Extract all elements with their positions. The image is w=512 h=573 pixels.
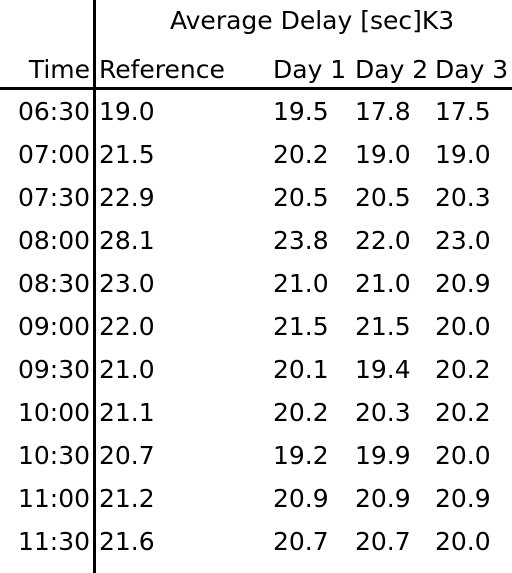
value-cell: 20.2 xyxy=(273,140,329,169)
value-cell: 20.2 xyxy=(273,398,329,427)
value-cell: 19.4 xyxy=(355,355,411,384)
column-header-time: Time xyxy=(28,55,90,84)
value-cell: 19.9 xyxy=(355,441,411,470)
time-cell: 09:00 xyxy=(17,312,90,341)
value-cell: 20.9 xyxy=(355,484,411,513)
value-cell: 20.0 xyxy=(435,527,491,556)
value-cell: 20.7 xyxy=(273,527,329,556)
value-cell: 21.6 xyxy=(99,527,155,556)
value-cell: 20.9 xyxy=(273,484,329,513)
value-cell: 21.0 xyxy=(273,269,329,298)
column-header-day-1: Day 1 xyxy=(273,55,347,84)
time-cell: 10:30 xyxy=(17,441,90,470)
value-cell: 17.8 xyxy=(355,97,411,126)
value-cell: 17.5 xyxy=(435,97,491,126)
value-cell: 21.5 xyxy=(99,140,155,169)
value-cell: 20.5 xyxy=(355,183,411,212)
value-cell: 21.0 xyxy=(355,269,411,298)
value-cell: 22.0 xyxy=(355,226,411,255)
column-header-reference: Reference xyxy=(99,55,225,84)
value-cell: 20.2 xyxy=(435,398,491,427)
value-cell: 20.9 xyxy=(435,269,491,298)
value-cell: 23.0 xyxy=(435,226,491,255)
column-header-day-2: Day 2 xyxy=(355,55,429,84)
time-cell: 08:00 xyxy=(17,226,90,255)
value-cell: 22.9 xyxy=(99,183,155,212)
value-cell: 20.1 xyxy=(273,355,329,384)
value-cell: 19.2 xyxy=(273,441,329,470)
value-cell: 20.0 xyxy=(435,441,491,470)
value-cell: 21.0 xyxy=(99,355,155,384)
value-cell: 19.0 xyxy=(99,97,155,126)
time-cell: 08:30 xyxy=(17,269,90,298)
value-cell: 20.3 xyxy=(435,183,491,212)
time-column-divider xyxy=(93,0,96,573)
group-title: Average Delay [sec]K3 xyxy=(170,6,455,35)
value-cell: 19.5 xyxy=(273,97,329,126)
column-header-day-3: Day 3 xyxy=(435,55,509,84)
value-cell: 20.0 xyxy=(435,312,491,341)
time-cell: 07:00 xyxy=(17,140,90,169)
value-cell: 20.3 xyxy=(355,398,411,427)
value-cell: 22.0 xyxy=(99,312,155,341)
value-cell: 20.9 xyxy=(435,484,491,513)
value-cell: 21.5 xyxy=(273,312,329,341)
header-divider xyxy=(0,87,512,90)
value-cell: 21.2 xyxy=(99,484,155,513)
value-cell: 20.7 xyxy=(99,441,155,470)
value-cell: 23.8 xyxy=(273,226,329,255)
value-cell: 21.5 xyxy=(355,312,411,341)
time-cell: 06:30 xyxy=(17,97,90,126)
value-cell: 20.7 xyxy=(355,527,411,556)
value-cell: 20.2 xyxy=(435,355,491,384)
value-cell: 19.0 xyxy=(355,140,411,169)
value-cell: 19.0 xyxy=(435,140,491,169)
time-cell: 07:30 xyxy=(17,183,90,212)
value-cell: 20.5 xyxy=(273,183,329,212)
time-cell: 11:30 xyxy=(17,527,90,556)
value-cell: 21.1 xyxy=(99,398,155,427)
time-cell: 11:00 xyxy=(17,484,90,513)
value-cell: 28.1 xyxy=(99,226,155,255)
time-cell: 10:00 xyxy=(17,398,90,427)
time-cell: 09:30 xyxy=(17,355,90,384)
value-cell: 23.0 xyxy=(99,269,155,298)
